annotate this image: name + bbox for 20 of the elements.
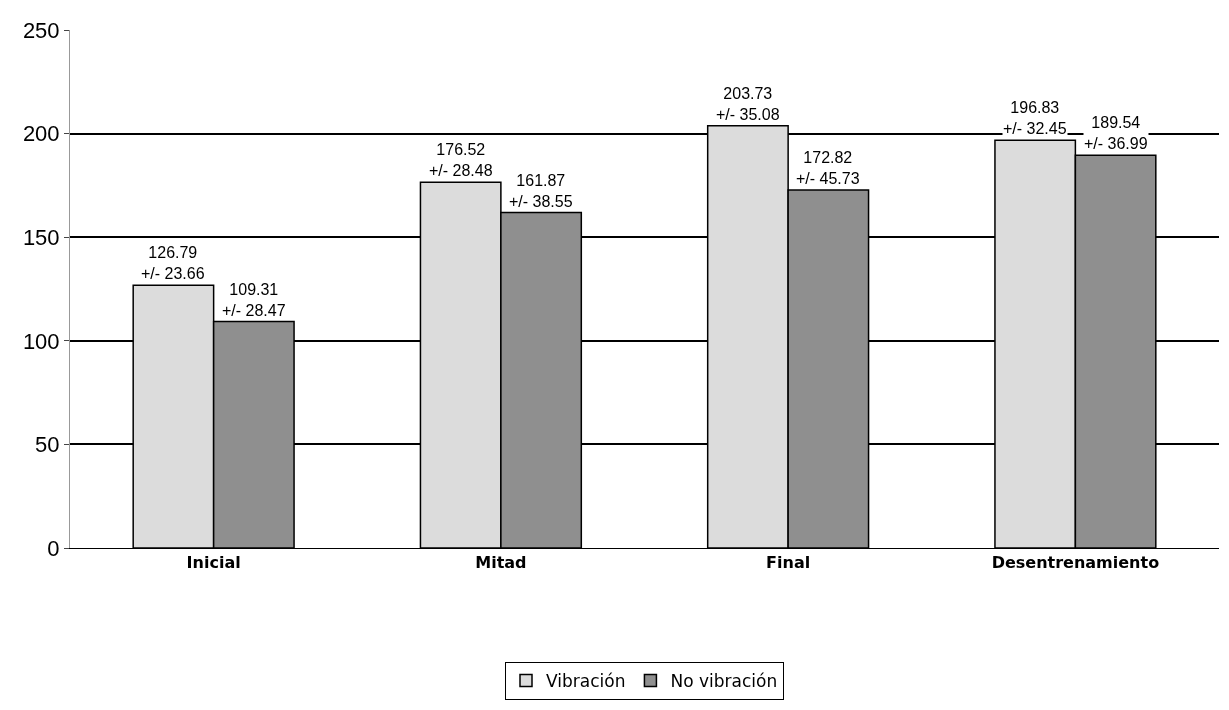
data-label: 176.52 +/- 28.48 <box>429 141 493 179</box>
x-tick-label: Desentrenamiento <box>991 553 1160 573</box>
data-label: 189.54 +/- 36.99 <box>1084 114 1148 152</box>
y-tick-label: 100 <box>22 328 60 354</box>
x-tick-label: Mitad <box>475 553 527 573</box>
legend-label: Vibración <box>546 671 626 692</box>
y-tick-label: 250 <box>22 17 60 43</box>
legend-label: No vibración <box>670 671 778 692</box>
y-tick-label: 50 <box>35 432 60 458</box>
data-label: 109.31 +/- 28.47 <box>222 281 286 319</box>
data-label: 126.79 +/- 23.66 <box>141 244 205 282</box>
y-tick-label: 200 <box>22 121 60 147</box>
data-label: 172.82 +/- 45.73 <box>796 149 860 187</box>
y-tick-label: 0 <box>47 535 60 561</box>
y-tick-label: 150 <box>22 224 60 250</box>
x-tick-label: Final <box>766 553 811 573</box>
x-tick-label: Inicial <box>186 553 241 573</box>
data-label: 203.73 +/- 35.08 <box>716 85 780 123</box>
data-label: 161.87 +/- 38.55 <box>509 172 573 210</box>
data-label: 196.83 +/- 32.45 <box>1003 99 1067 137</box>
